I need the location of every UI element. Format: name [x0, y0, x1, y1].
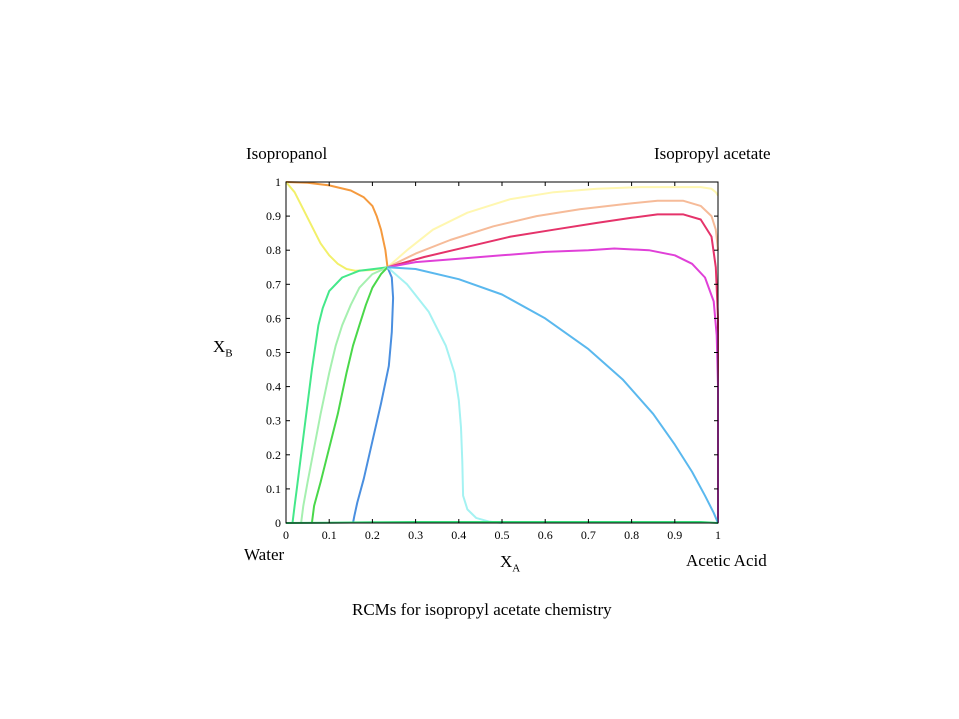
y-tick-0: 0	[275, 516, 718, 530]
y-tick-0.8: 0.8	[266, 243, 718, 257]
residue-curves	[285, 181, 719, 524]
x-tick-0: 0	[283, 182, 289, 542]
x-tick-0.7: 0.7	[581, 182, 596, 542]
y-tick-label: 0.4	[266, 380, 281, 394]
x-tick-label: 0.8	[624, 528, 639, 542]
y-tick-label: 0.9	[266, 209, 281, 223]
x-tick-label: 0	[283, 528, 289, 542]
y-tick-label: 0.5	[266, 346, 281, 360]
y-tick-0.7: 0.7	[266, 277, 718, 291]
residue-curve-10	[352, 266, 395, 524]
residue-curve-6	[285, 181, 388, 272]
x-tick-label: 0.5	[495, 528, 510, 542]
x-tick-label: 0.1	[322, 528, 337, 542]
y-tick-0.6: 0.6	[266, 311, 718, 325]
y-axis-label: XB	[213, 337, 233, 359]
y-tick-label: 0.2	[266, 448, 281, 462]
x-axis-ticks: 0 0.1 0.2 0.3 0.4 0.5 0.6 0.7 0.8 0.9 1	[283, 182, 721, 542]
y-axis-label-sub: B	[225, 347, 233, 360]
x-tick-1: 1	[715, 182, 721, 542]
residue-curve-12	[387, 266, 719, 524]
x-tick-0.2: 0.2	[365, 182, 380, 542]
y-tick-label: 0.6	[266, 311, 281, 325]
residue-curve-1	[386, 186, 719, 269]
y-tick-label: 0.7	[266, 277, 281, 291]
residue-curve-7	[291, 266, 388, 524]
chart-caption: RCMs for isopropyl acetate chemistry	[352, 600, 612, 619]
x-tick-0.5: 0.5	[495, 182, 510, 542]
x-tick-0.6: 0.6	[538, 182, 553, 542]
residue-curve-8	[300, 266, 388, 524]
x-tick-label: 0.4	[451, 528, 466, 542]
x-tick-0.9: 0.9	[667, 182, 682, 542]
x-tick-label: 0.7	[581, 528, 596, 542]
y-tick-label: 0.1	[266, 482, 281, 496]
y-tick-0.5: 0.5	[266, 346, 718, 360]
x-tick-0.1: 0.1	[322, 182, 337, 542]
y-tick-0.4: 0.4	[266, 380, 718, 394]
x-tick-label: 0.6	[538, 528, 553, 542]
x-axis-label-main: X	[500, 552, 513, 571]
residue-curve-2	[387, 199, 719, 269]
x-axis-label: XA	[500, 552, 520, 574]
y-axis-ticks: 0 0.1 0.2 0.3 0.4 0.5 0.6 0.7 0.8 0.9 1	[266, 175, 718, 530]
y-tick-0.3: 0.3	[266, 414, 718, 428]
x-axis-label-sub: A	[512, 562, 521, 575]
y-tick-label: 0.3	[266, 414, 281, 428]
residue-curve-11	[386, 266, 503, 524]
y-axis-label-main: X	[213, 337, 226, 356]
x-tick-label: 0.3	[408, 528, 423, 542]
y-tick-label: 1	[275, 175, 281, 189]
x-tick-label: 0.9	[667, 528, 682, 542]
y-tick-0.2: 0.2	[266, 448, 718, 462]
x-tick-label: 1	[715, 528, 721, 542]
residue-curve-5	[285, 181, 389, 268]
corner-label-acetic-acid: Acetic Acid	[686, 551, 767, 570]
corner-label-isopropanol: Isopropanol	[246, 144, 328, 163]
x-tick-label: 0.2	[365, 528, 380, 542]
x-tick-0.4: 0.4	[451, 182, 466, 542]
residue-curve-13	[285, 521, 719, 524]
y-tick-label: 0.8	[266, 243, 281, 257]
y-tick-label: 0	[275, 516, 281, 530]
corner-label-water: Water	[244, 545, 285, 564]
y-tick-1: 1	[275, 175, 718, 189]
y-tick-0.9: 0.9	[266, 209, 718, 223]
residue-curve-4	[387, 247, 719, 523]
x-tick-0.8: 0.8	[624, 182, 639, 542]
residue-curve-9	[310, 266, 389, 524]
y-tick-0.1: 0.1	[266, 482, 718, 496]
corner-label-isopropyl-acetate: Isopropyl acetate	[654, 144, 771, 163]
residue-curve-3	[387, 213, 719, 523]
x-tick-0.3: 0.3	[408, 182, 423, 542]
